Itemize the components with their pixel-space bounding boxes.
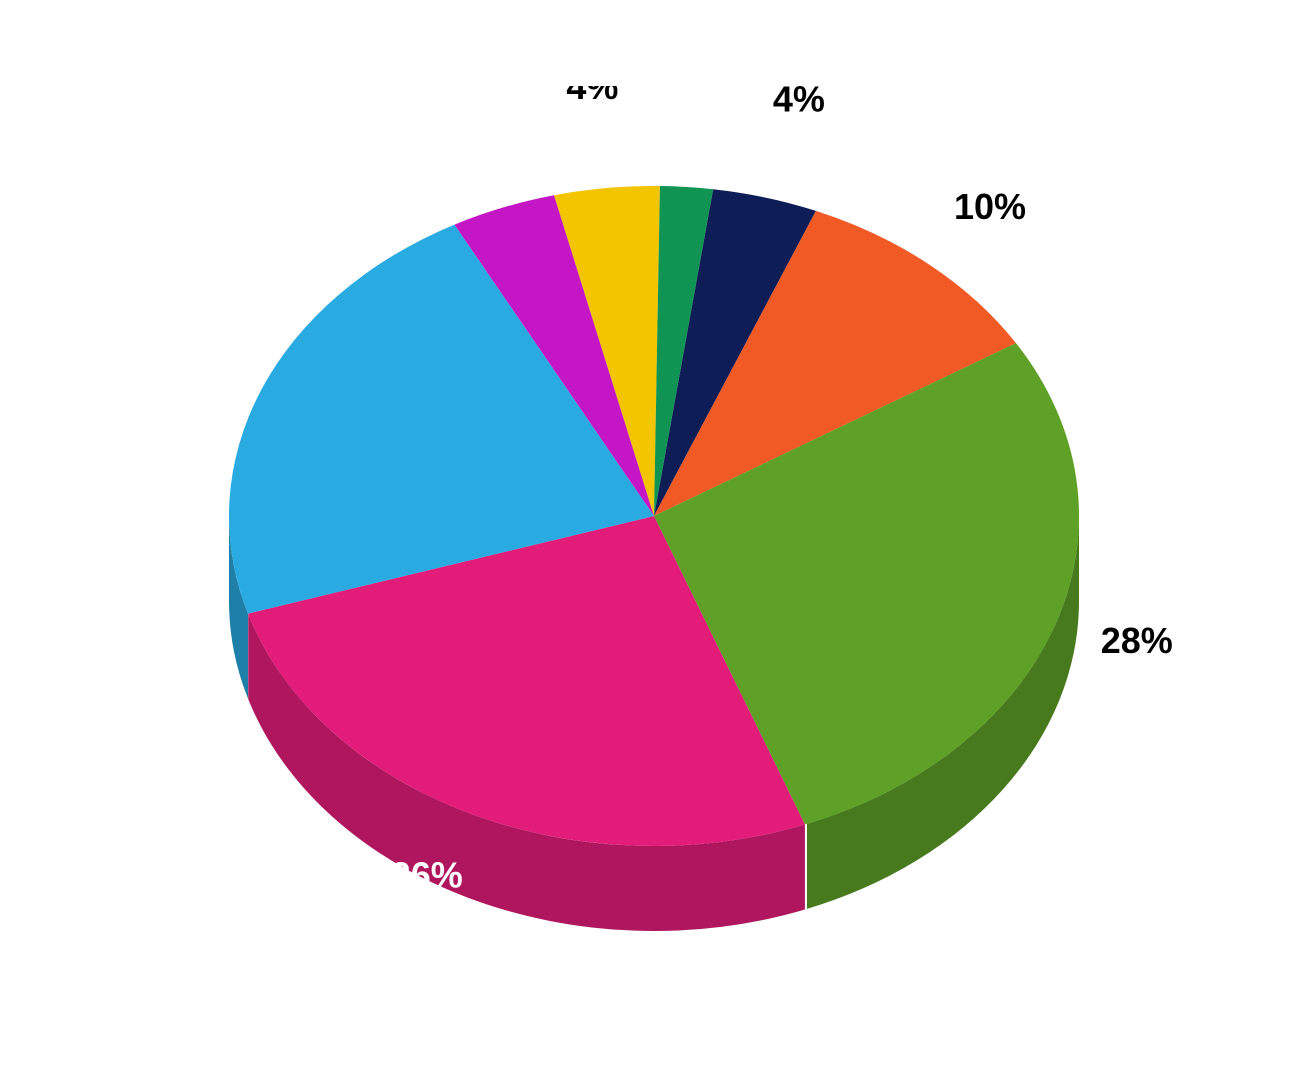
slice-label: 4% (566, 86, 618, 107)
slice-label: 26% (391, 854, 463, 895)
slice-label: 4% (429, 86, 481, 126)
slice-label: 4% (773, 86, 825, 120)
slice-label: 22% (154, 344, 226, 385)
slice-label: 28% (1101, 620, 1173, 661)
pie-chart: 4% 10% 28% 26% 22% 4% 4% (104, 86, 1204, 986)
slice-label: 10% (954, 185, 1026, 226)
pie-top (229, 186, 1079, 846)
